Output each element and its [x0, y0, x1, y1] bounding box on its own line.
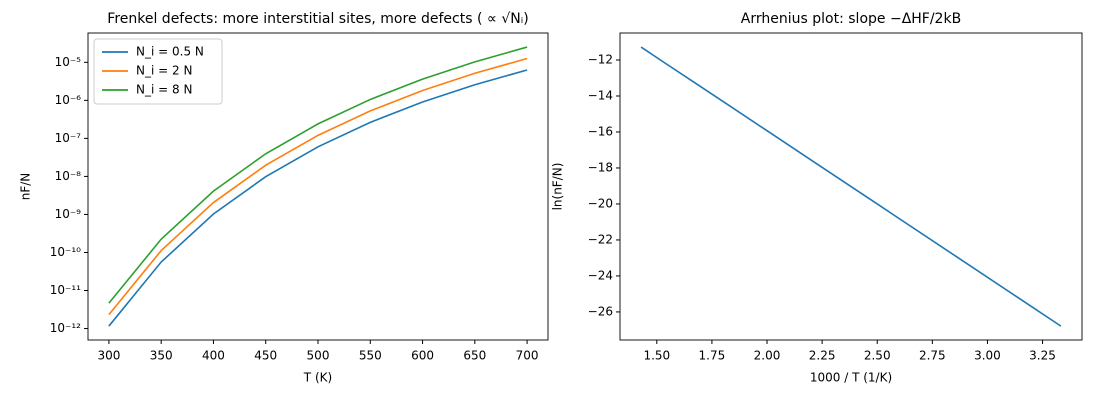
axes-frame: [87, 32, 549, 341]
subplot: Frenkel defects: more interstitial sites…: [19, 11, 549, 385]
x-tick-label: 2.75: [919, 349, 946, 363]
x-tick-label: 600: [411, 349, 434, 363]
y-tick-label: −24: [588, 268, 613, 282]
y-tick-label: −16: [588, 124, 613, 138]
x-tick-label: 650: [463, 349, 486, 363]
legend-box: [93, 38, 223, 105]
y-tick-label: −22: [588, 232, 613, 246]
data-line: [108, 46, 528, 304]
x-tick-label: 350: [150, 349, 173, 363]
axes-frame: [619, 32, 1083, 341]
x-tick-label: 2.25: [809, 349, 836, 363]
x-tick-label: 2.50: [864, 349, 891, 363]
x-tick-label: 400: [202, 349, 225, 363]
x-tick-label: 500: [307, 349, 330, 363]
y-tick-label: 10⁻¹⁰: [50, 245, 81, 259]
y-axis-label: nF/N: [19, 173, 33, 201]
data-line: [640, 46, 1062, 327]
legend-label: N_i = 8 N: [136, 83, 192, 97]
legend-label: N_i = 2 N: [136, 64, 192, 78]
data-line: [108, 57, 528, 316]
x-tick-label: 1.75: [699, 349, 726, 363]
y-tick-label: −18: [588, 160, 613, 174]
x-tick-label: 550: [359, 349, 382, 363]
y-tick-label: 10⁻¹¹: [50, 283, 81, 297]
x-tick-label: 450: [254, 349, 277, 363]
chart-title: Frenkel defects: more interstitial sites…: [107, 11, 528, 27]
y-tick-label: −14: [588, 88, 613, 102]
x-tick-label: 300: [97, 349, 120, 363]
x-tick-label: 1.50: [643, 349, 670, 363]
x-axis-label: T (K): [303, 371, 332, 385]
y-tick-label: −26: [588, 304, 613, 318]
y-tick-label: 10⁻⁸: [55, 169, 82, 183]
data-line: [108, 69, 528, 327]
legend: N_i = 0.5 N N_i = 2 N N_i = 8 N: [93, 38, 223, 105]
y-tick-label: 10⁻⁵: [55, 55, 82, 69]
legend-label: N_i = 0.5 N: [136, 45, 204, 59]
x-tick-label: 700: [516, 349, 539, 363]
y-axis-label: ln(nF/N): [551, 163, 565, 211]
x-axis-label: 1000 / T (1/K): [810, 371, 892, 385]
y-tick-label: 10⁻⁹: [55, 207, 82, 221]
y-tick-label: 10⁻⁷: [55, 131, 82, 145]
x-tick-label: 3.25: [1029, 349, 1056, 363]
x-tick-label: 3.00: [974, 349, 1001, 363]
y-tick-label: 10⁻⁶: [55, 93, 82, 107]
y-tick-label: −12: [588, 52, 613, 66]
subplot: Arrhenius plot: slope −ΔHF/2kB 1000 / T (…: [551, 11, 1083, 385]
y-tick-label: 10⁻¹²: [50, 321, 81, 335]
x-tick-label: 2.00: [754, 349, 781, 363]
y-tick-label: −20: [588, 196, 613, 210]
chart-title: Arrhenius plot: slope −ΔHF/2kB: [741, 11, 961, 27]
